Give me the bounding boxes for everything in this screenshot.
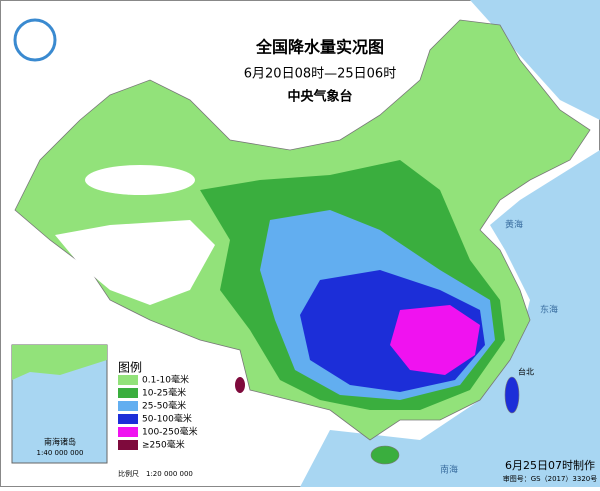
legend-swatch: [118, 401, 138, 411]
inset-land: [12, 345, 107, 380]
inset-scale: 1:40 000 000: [37, 449, 84, 457]
legend-label: ≥250毫米: [142, 439, 185, 451]
sea-label: 黄海: [505, 219, 523, 231]
approval: 审图号：GS（2017）3320号: [503, 474, 598, 483]
city-label: 台北: [518, 367, 534, 377]
hainan: [370, 445, 400, 465]
taiwan: [504, 376, 520, 414]
sea-label: 南海: [440, 464, 458, 476]
sea: [300, 0, 600, 487]
legend-swatch: [118, 427, 138, 437]
legend-title: 图例: [118, 361, 142, 375]
legend-label: 10-25毫米: [142, 387, 186, 399]
legend-swatch: [118, 388, 138, 398]
legend-swatch: [118, 414, 138, 424]
legend-label: 0.1-10毫米: [142, 374, 189, 386]
sea-label: 东海: [540, 304, 558, 316]
map-title: 全国降水量实况图: [255, 38, 384, 57]
made-time: 6月25日07时制作: [505, 459, 595, 472]
legend-swatch: [118, 440, 138, 450]
rain-area: [390, 305, 480, 375]
map-subtitle: 6月20日08时—25日06时: [244, 67, 396, 82]
inset: 南海诸岛 1:40 000 000: [11, 344, 108, 464]
legend-label: 25-50毫米: [142, 400, 186, 412]
dry-area: [55, 220, 215, 305]
dry-area: [85, 165, 195, 195]
legend-label: 50-100毫米: [142, 413, 192, 425]
agency: 中央气象台: [287, 89, 352, 105]
scale-text: 比例尺 1:20 000 000: [118, 469, 193, 478]
legend-label: 100-250毫米: [142, 426, 198, 438]
legend-swatch: [118, 375, 138, 385]
legend: 图例 0.1-10毫米10-25毫米25-50毫米50-100毫米100-250…: [112, 358, 217, 458]
rain-area: [235, 377, 245, 393]
inset-title: 南海诸岛: [44, 437, 76, 447]
logo: [13, 18, 57, 62]
